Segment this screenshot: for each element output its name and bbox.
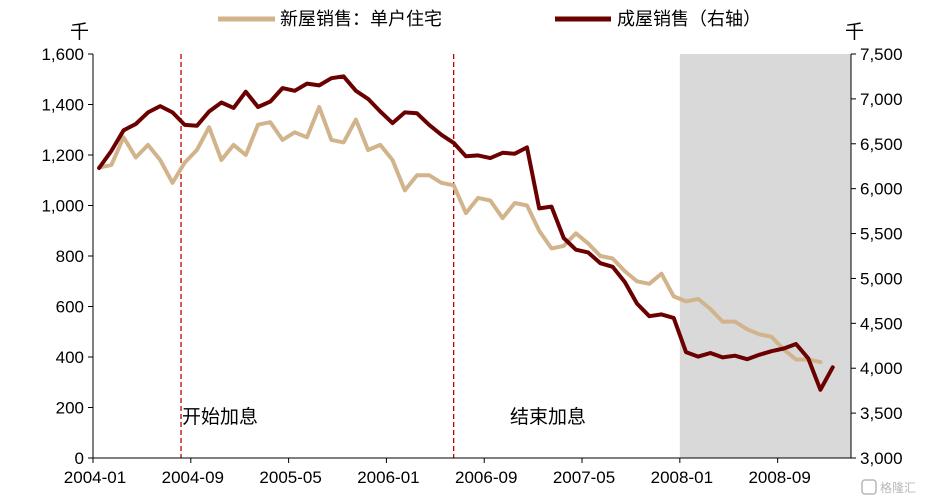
x-tick-label: 2006-01 xyxy=(357,468,419,487)
series-line-existing-home-sales xyxy=(97,74,835,392)
x-tick-label: 2005-05 xyxy=(259,468,321,487)
right-tick-label: 5,500 xyxy=(860,225,903,244)
right-axis: 3,000 3,500 4,000 4,500 5,000 5,500 6,000 6,500… xyxy=(850,45,903,468)
left-tick-label: 400 xyxy=(56,348,84,367)
right-tick-label: 4,000 xyxy=(860,359,903,378)
x-tick-label: 2004-09 xyxy=(162,468,224,487)
watermark-logo-icon xyxy=(861,479,877,495)
shaded-region xyxy=(679,54,851,458)
right-tick-label: 4,500 xyxy=(860,314,903,333)
watermark: 格隆汇 xyxy=(861,479,916,495)
legend-label-existing-home: 成屋销售（右轴） xyxy=(617,9,761,30)
left-unit-label: 千 xyxy=(70,21,89,43)
annotation-label-rate-hike-start: 开始加息 xyxy=(182,406,258,428)
annotation-label-rate-hike-end: 结束加息 xyxy=(510,406,586,428)
left-tick-label: 1,400 xyxy=(41,96,84,115)
watermark-text: 格隆汇 xyxy=(880,480,916,495)
left-tick-label: 0 xyxy=(75,449,84,468)
legend: 新屋销售：单户住宅 成屋销售（右轴） xyxy=(218,9,761,30)
left-axis: 0 200 400 600 800 1,000 1,200 1,400 1,600 xyxy=(41,45,94,468)
x-axis: 2004-01 2004-09 2005-05 2006-01 2006-09 2007-… xyxy=(64,457,851,487)
x-tick-label: 2004-01 xyxy=(64,468,126,487)
left-tick-label: 1,200 xyxy=(41,146,84,165)
left-tick-label: 600 xyxy=(56,298,84,317)
series-lines xyxy=(97,74,835,392)
left-tick-label: 200 xyxy=(56,399,84,418)
x-tick-label: 2008-01 xyxy=(651,468,713,487)
right-unit-label: 千 xyxy=(845,21,864,43)
right-tick-label: 7,500 xyxy=(860,45,903,64)
right-tick-label: 3,000 xyxy=(860,449,903,468)
left-tick-label: 800 xyxy=(56,247,84,266)
x-tick-label: 2007-05 xyxy=(553,468,615,487)
right-tick-label: 3,500 xyxy=(860,404,903,423)
left-tick-label: 1,000 xyxy=(41,197,84,216)
right-tick-label: 6,500 xyxy=(860,135,903,154)
right-tick-label: 5,000 xyxy=(860,269,903,288)
legend-label-new-home: 新屋销售：单户住宅 xyxy=(280,9,442,30)
right-tick-label: 6,000 xyxy=(860,180,903,199)
left-tick-label: 1,600 xyxy=(41,45,84,64)
x-tick-label: 2006-09 xyxy=(455,468,517,487)
x-tick-label: 2008-09 xyxy=(748,468,810,487)
right-tick-label: 7,000 xyxy=(860,90,903,109)
series-line-new-home-sales xyxy=(97,105,823,365)
